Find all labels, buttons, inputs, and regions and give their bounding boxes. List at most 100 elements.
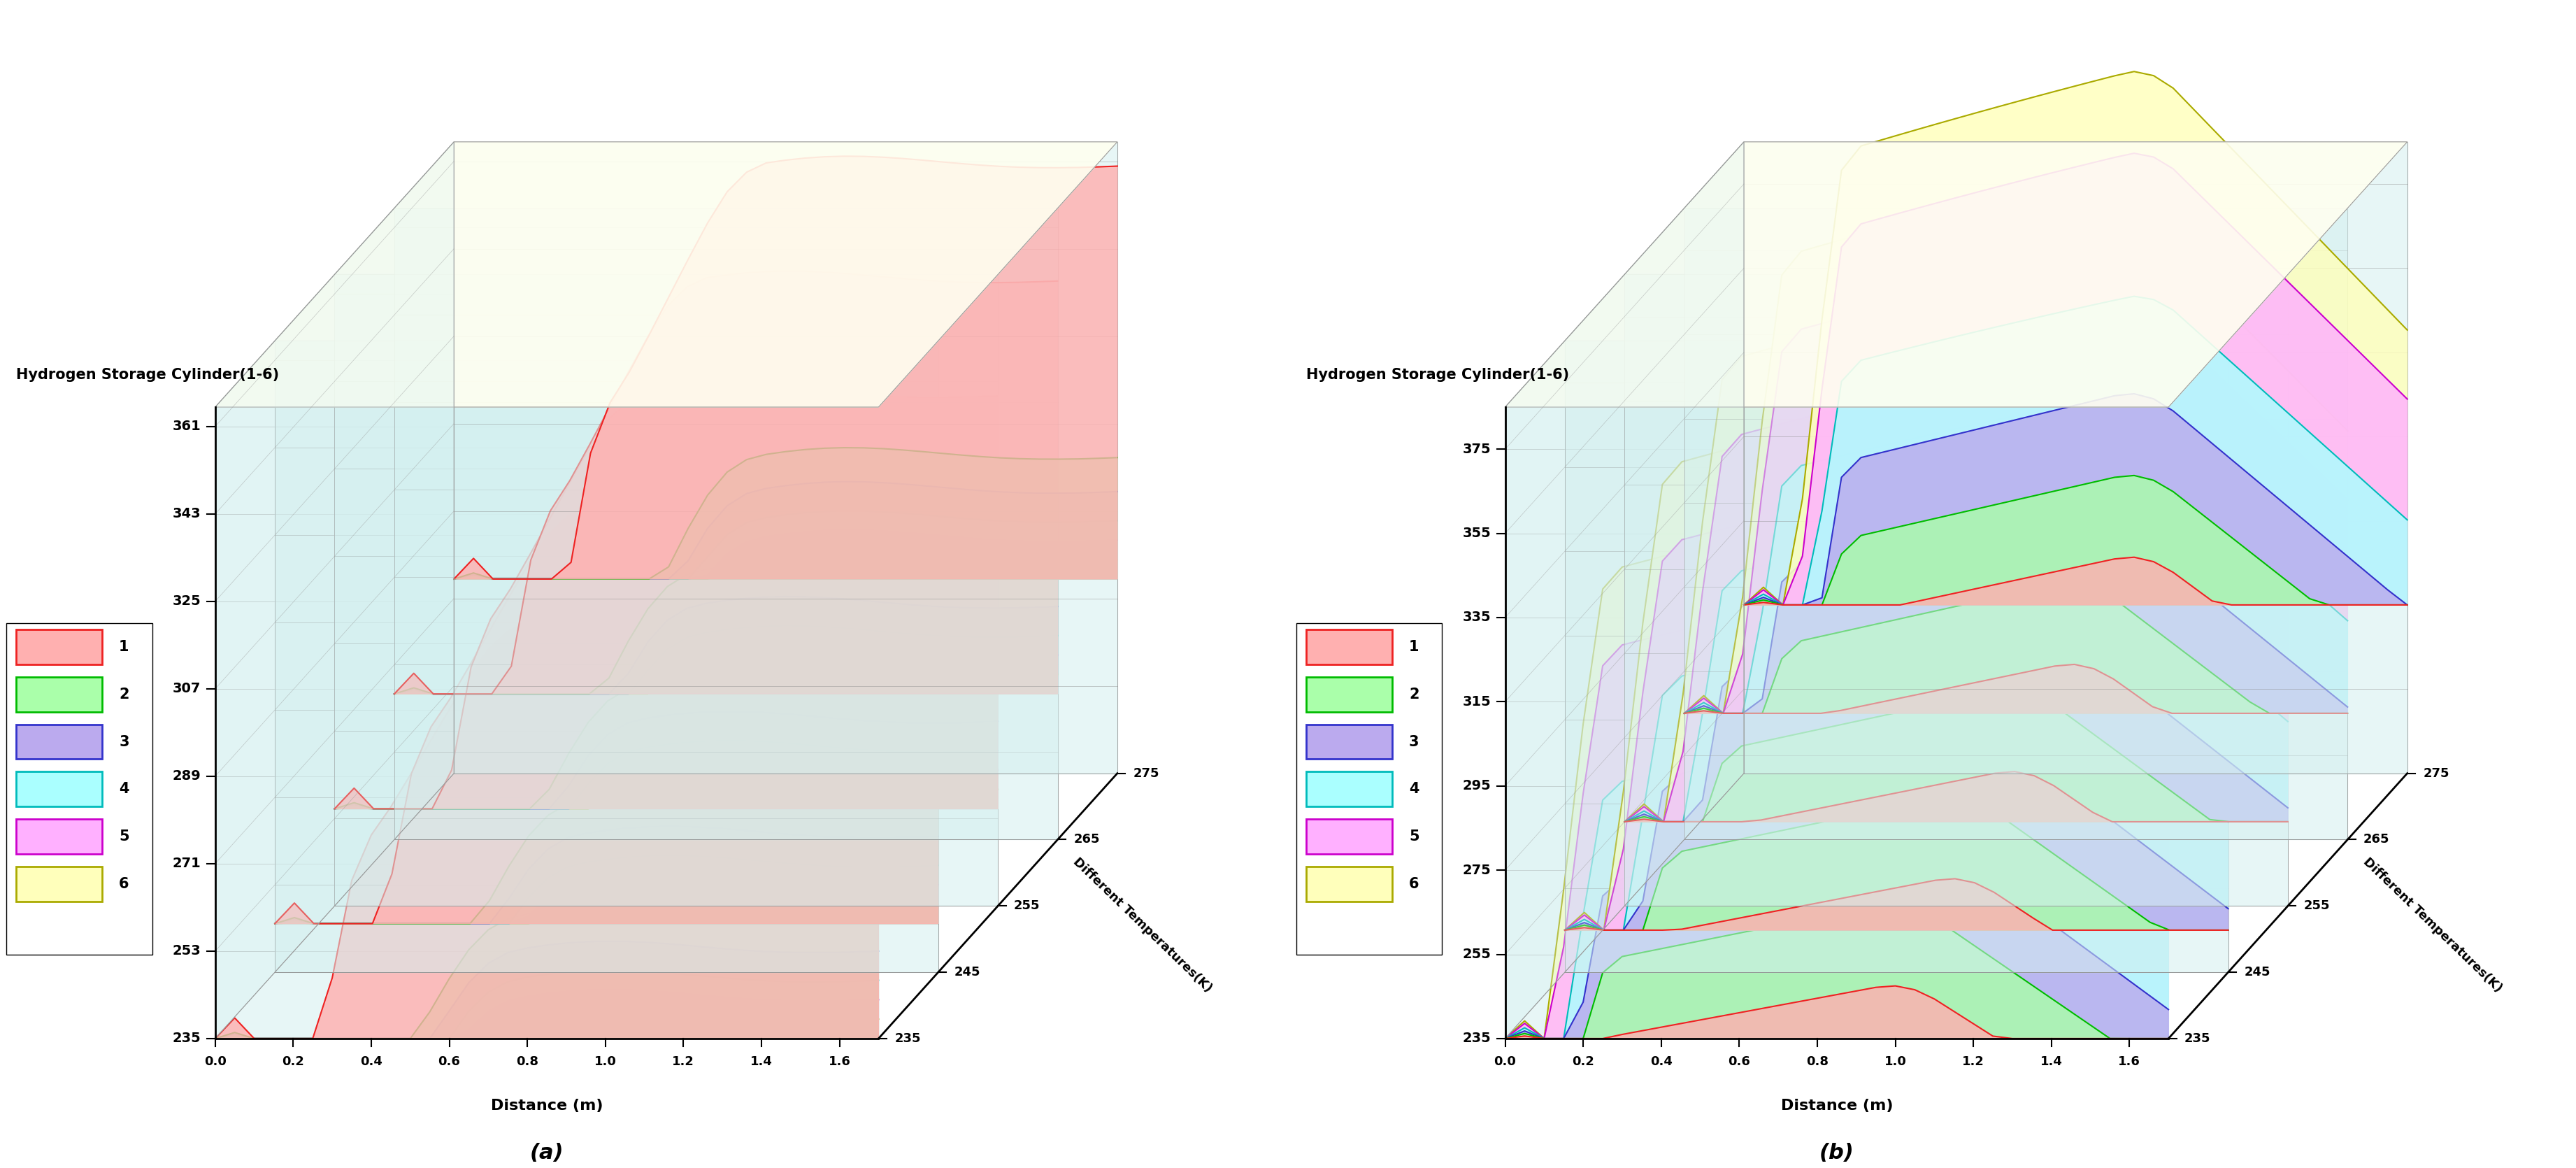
Polygon shape	[335, 779, 997, 808]
Text: 245: 245	[2244, 966, 2269, 979]
Polygon shape	[394, 208, 1059, 840]
Text: 355: 355	[1463, 527, 1492, 540]
Text: 361: 361	[173, 419, 201, 433]
Text: 0.2: 0.2	[1571, 1055, 1595, 1068]
Text: 265: 265	[1074, 833, 1100, 846]
Polygon shape	[216, 616, 878, 1038]
Text: Different Temperatures(K): Different Temperatures(K)	[2360, 855, 2504, 995]
Bar	[15, 677, 103, 711]
Polygon shape	[276, 826, 938, 924]
Polygon shape	[394, 665, 1059, 694]
Polygon shape	[276, 875, 938, 924]
Polygon shape	[1564, 474, 2228, 930]
Text: 1.2: 1.2	[1963, 1055, 1984, 1068]
Polygon shape	[453, 481, 1118, 579]
Text: 1: 1	[118, 640, 129, 654]
Polygon shape	[1504, 822, 2169, 1038]
Text: 335: 335	[1463, 611, 1492, 624]
Text: 235: 235	[2184, 1033, 2210, 1045]
Polygon shape	[335, 711, 997, 808]
Polygon shape	[1625, 368, 2287, 822]
Text: 0.0: 0.0	[1494, 1055, 1517, 1068]
Text: 295: 295	[1463, 779, 1492, 793]
Text: 343: 343	[173, 507, 201, 521]
Text: 271: 271	[173, 857, 201, 870]
Text: 1.4: 1.4	[2040, 1055, 2063, 1068]
Polygon shape	[1625, 274, 2287, 906]
Polygon shape	[1744, 394, 2406, 605]
Polygon shape	[394, 645, 1059, 694]
Text: 0.0: 0.0	[204, 1055, 227, 1068]
Text: Hydrogen Storage Cylinder(1-6): Hydrogen Storage Cylinder(1-6)	[15, 368, 278, 382]
Polygon shape	[1685, 501, 2347, 714]
Text: 255: 255	[1015, 899, 1041, 912]
Polygon shape	[1564, 797, 2228, 930]
Text: 307: 307	[173, 682, 201, 695]
Text: 2: 2	[1409, 688, 1419, 701]
Polygon shape	[276, 855, 938, 924]
Polygon shape	[216, 971, 878, 1038]
Text: 265: 265	[2362, 833, 2391, 846]
Text: 5: 5	[1409, 829, 1419, 843]
Bar	[15, 630, 103, 665]
Polygon shape	[1564, 878, 2228, 930]
Polygon shape	[394, 597, 1059, 694]
Polygon shape	[335, 677, 997, 808]
Bar	[1306, 772, 1394, 806]
Text: 275: 275	[2424, 767, 2450, 779]
Text: 1.0: 1.0	[1883, 1055, 1906, 1068]
Polygon shape	[276, 792, 938, 924]
Polygon shape	[335, 274, 997, 906]
Text: 315: 315	[1463, 695, 1492, 709]
Polygon shape	[453, 550, 1118, 579]
Bar	[1306, 819, 1394, 854]
Text: 375: 375	[1463, 443, 1492, 456]
Text: 325: 325	[173, 595, 201, 609]
Text: Temperature (K): Temperature (K)	[80, 651, 93, 794]
Text: 255: 255	[2303, 899, 2331, 912]
Bar	[1306, 630, 1394, 665]
Polygon shape	[1625, 609, 2287, 822]
Polygon shape	[453, 157, 1118, 579]
Text: Different Temperatures(K): Different Temperatures(K)	[1072, 855, 1216, 995]
Polygon shape	[1744, 71, 2406, 605]
Bar	[5, 624, 152, 955]
Polygon shape	[394, 626, 1059, 694]
Text: 1.4: 1.4	[750, 1055, 773, 1068]
Text: Temperature (K): Temperature (K)	[1368, 651, 1383, 794]
Text: 235: 235	[173, 1031, 201, 1045]
Polygon shape	[216, 941, 878, 1038]
Bar	[15, 772, 103, 806]
Text: 6: 6	[118, 877, 129, 891]
Polygon shape	[1504, 141, 1744, 1038]
Text: 4: 4	[1409, 783, 1419, 797]
Text: Distance (m): Distance (m)	[492, 1099, 603, 1113]
Text: 1.0: 1.0	[595, 1055, 616, 1068]
Bar	[1306, 724, 1394, 759]
Text: 0.2: 0.2	[283, 1055, 304, 1068]
Polygon shape	[1744, 297, 2406, 605]
Polygon shape	[1685, 583, 2347, 714]
Bar	[1306, 867, 1394, 902]
Text: 0.4: 0.4	[361, 1055, 381, 1068]
Text: 1.2: 1.2	[672, 1055, 696, 1068]
Polygon shape	[1685, 260, 2347, 714]
Text: 5: 5	[118, 829, 129, 843]
Polygon shape	[216, 989, 878, 1038]
Text: 2: 2	[118, 688, 129, 701]
Text: 275: 275	[1463, 863, 1492, 877]
Text: 235: 235	[894, 1033, 920, 1045]
Polygon shape	[1504, 904, 2169, 1038]
Text: 275: 275	[1133, 767, 1159, 779]
Text: 0.6: 0.6	[438, 1055, 461, 1068]
Polygon shape	[1564, 392, 2228, 930]
Polygon shape	[1625, 772, 2287, 822]
Polygon shape	[453, 447, 1118, 579]
Text: 1.6: 1.6	[829, 1055, 850, 1068]
Polygon shape	[276, 501, 938, 924]
Polygon shape	[1504, 582, 2169, 1038]
Text: 245: 245	[953, 966, 981, 979]
Text: 255: 255	[1463, 947, 1492, 961]
Polygon shape	[1744, 557, 2406, 605]
Polygon shape	[1504, 408, 2169, 1038]
